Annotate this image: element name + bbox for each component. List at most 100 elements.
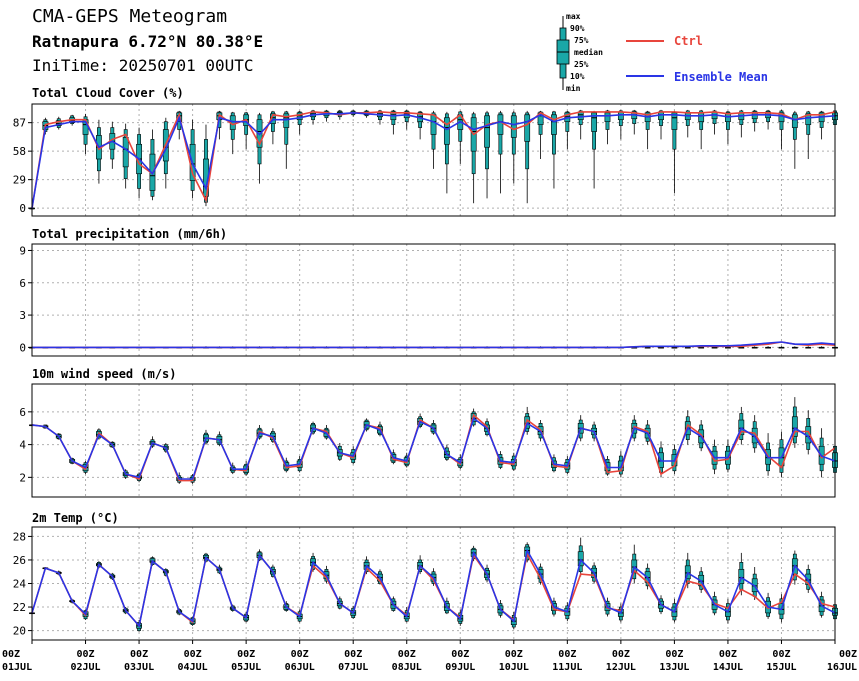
cloud-p25-p75-box: [698, 112, 705, 122]
wind-ytick-label: 4: [19, 439, 26, 452]
cloud-boxplot: [591, 110, 597, 189]
precip-boxplot: [805, 346, 812, 349]
precip-boxplot: [791, 346, 798, 349]
x-time-label: 00Z: [2, 649, 20, 660]
cloud-p25-p75-box: [430, 114, 437, 135]
legend-median-label: median: [574, 48, 603, 57]
cloud-boxplot: [430, 110, 437, 169]
cloud-boxplot: [55, 116, 62, 130]
precip-ytick-label: 6: [19, 277, 26, 290]
x-date-label: 15JUL: [766, 662, 796, 673]
precip-ytick-label: 9: [19, 244, 26, 257]
x-date-label: 11JUL: [552, 662, 582, 673]
cloud-boxplot: [149, 129, 156, 201]
wind-mean-line: [31, 417, 836, 480]
x-time-label: 00Z: [839, 649, 857, 660]
precip-mean-line: [32, 341, 836, 349]
temp-panel: 20 22 24 26 28: [13, 526, 838, 641]
temp-ytick-label: 28: [13, 530, 26, 543]
location-label: Ratnapura 6.72°N 80.38°E: [32, 32, 264, 51]
temp-panel-title: 2m Temp (°C): [32, 511, 119, 525]
temp-ytick-label: 24: [13, 578, 27, 591]
precip-ytick-label: 0: [19, 341, 26, 354]
precip-frame: [31, 243, 836, 357]
cloud-p25-p75-box: [497, 114, 504, 135]
precip-ytick-label: 3: [19, 309, 26, 322]
cloud-p25-p75-box: [604, 112, 611, 122]
precip-boxplot: [751, 346, 758, 349]
cloud-boxplot: [283, 110, 290, 169]
cloud-p25-p75-box: [805, 113, 812, 125]
precip-boxplot: [765, 346, 771, 349]
cloud-mean-line: [31, 111, 836, 209]
wind-ytick-label: 2: [19, 471, 26, 484]
wind-boxplot: [791, 397, 798, 448]
x-time-label: 00Z: [772, 649, 790, 660]
legend-p75-label: 75%: [574, 36, 589, 45]
cloud-p25-p75-box: [283, 113, 290, 128]
legend-mean-label: Ensemble Mean: [674, 70, 768, 84]
cloud-p25-p75-box: [591, 112, 597, 132]
cloud-p25-p75-box: [551, 114, 557, 135]
x-time-label: 00Z: [77, 649, 95, 660]
x-date-label: 12JUL: [606, 662, 636, 673]
cloud-p25-p75-box: [671, 112, 678, 130]
cloud-boxplot: [537, 110, 544, 160]
temp-p25-p75-box: [577, 551, 584, 567]
x-time-label: 00Z: [237, 649, 255, 660]
precip-panel-title: Total precipitation (mm/6h): [32, 227, 228, 241]
temp-mean-line: [31, 548, 836, 628]
x-date-label: 03JUL: [124, 662, 154, 673]
x-time-label: 00Z: [665, 649, 683, 660]
x-date-label: 16JUL: [827, 662, 857, 673]
legend-p25-label: 25%: [574, 60, 589, 69]
chart-title: CMA-GEPS Meteogram: [32, 6, 228, 27]
legend-max-label: max: [566, 12, 581, 21]
cloud-p10-p90-box: [284, 111, 289, 145]
temp-p25-p75-box: [738, 569, 745, 584]
cloud-boxplot: [122, 123, 129, 189]
precip-boxplot: [711, 346, 718, 349]
precip-boxplot: [778, 346, 785, 349]
x-time-label: 00Z: [291, 649, 309, 660]
cloud-p25-p75-box: [617, 111, 624, 121]
cloud-ytick-label: 87: [13, 117, 26, 130]
temp-ytick-label: 26: [13, 554, 26, 567]
precip-plot-bg: [32, 244, 835, 356]
temp-ytick-label: 22: [13, 601, 26, 614]
x-date-label: 08JUL: [392, 662, 422, 673]
cloud-p25-p75-box: [443, 117, 450, 145]
temp-ytick-label: 20: [13, 625, 26, 638]
x-date-label: 09JUL: [445, 662, 475, 673]
cloud-boxplot: [577, 109, 584, 140]
legend-p90-label: 90%: [570, 24, 585, 33]
x-time-label: 00Z: [451, 649, 469, 660]
legend-ctrl-label: Ctrl: [674, 34, 703, 48]
cloud-ytick-label: 29: [13, 174, 26, 187]
x-time-label: 00Z: [398, 649, 416, 660]
wind-p25-p75-box: [791, 416, 798, 437]
cloud-boxplot: [551, 110, 557, 189]
cloud-p25-p75-box: [524, 114, 531, 142]
wind-panel: 2 4 6: [19, 383, 838, 498]
cloud-p25-p75-box: [484, 115, 490, 148]
x-date-label: 10JUL: [499, 662, 529, 673]
precip-panel: 0 3 6 9: [19, 243, 838, 357]
cloud-panel-title: Total Cloud Cover (%): [32, 86, 184, 100]
x-time-label: 00Z: [612, 649, 630, 660]
cloud-boxplot: [484, 110, 490, 199]
wind-ytick-label: 6: [19, 406, 26, 419]
x-date-label: 01JUL: [2, 662, 32, 673]
x-date-label: 06JUL: [285, 662, 315, 673]
cloud-ytick-label: 58: [13, 145, 26, 158]
legend-p10-label: 10%: [570, 72, 585, 81]
cloud-p25-p75-box: [791, 114, 798, 128]
cloud-ytick-label: 0: [19, 202, 26, 215]
x-date-label: 02JUL: [70, 662, 100, 673]
x-date-label: 05JUL: [231, 662, 261, 673]
cloud-p25-p75-box: [510, 115, 517, 138]
x-date-label: 14JUL: [713, 662, 743, 673]
init-time-label: IniTime: 20250701 00UTC: [32, 56, 254, 75]
cloud-frame: [31, 103, 836, 217]
wind-panel-title: 10m wind speed (m/s): [32, 367, 177, 381]
